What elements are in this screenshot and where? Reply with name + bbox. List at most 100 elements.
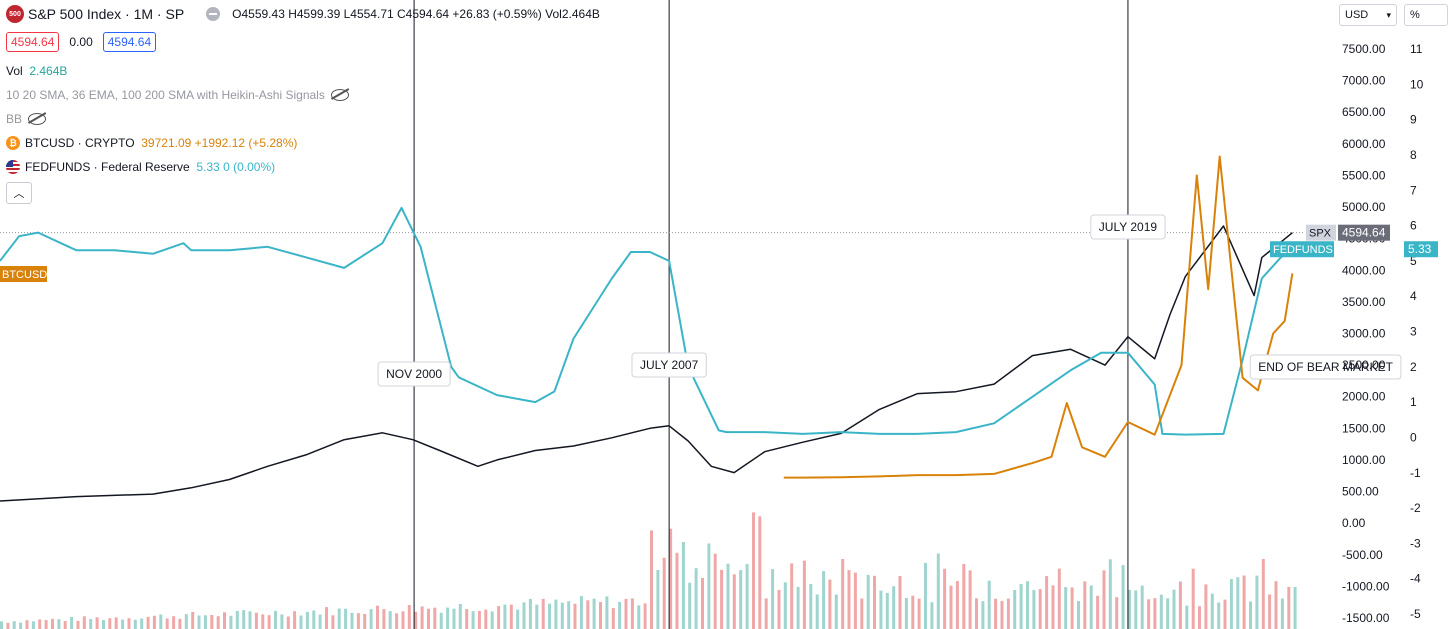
volume-bar [312, 610, 316, 629]
volume-bar [376, 605, 379, 629]
volume-bar [643, 603, 647, 629]
volume-bar [471, 611, 475, 629]
annotation-label: JULY 2019 [1090, 214, 1166, 240]
volume-bar [1268, 594, 1272, 629]
annotation-box [1249, 354, 1402, 380]
price-axis-tick: 1500.00 [1342, 421, 1386, 435]
annotation-text: NOV 2000 [386, 367, 442, 381]
volume-bar [516, 609, 520, 629]
buy-price-button[interactable]: 4594.64 [102, 32, 157, 52]
volume-bar [439, 612, 443, 629]
btcusd-tag-label: BTCUSD [2, 269, 47, 281]
volume-bar [490, 611, 494, 629]
sell-price-button[interactable]: 4594.64 [6, 32, 60, 52]
percent-axis-tick: 11 [1410, 42, 1423, 56]
collapse-legend-button[interactable]: ︿ [6, 182, 32, 204]
percent-axis-tick: -5 [1410, 607, 1421, 621]
volume-bar [51, 618, 54, 629]
price-axis-tick: 500.00 [1342, 485, 1379, 499]
volume-bar [892, 586, 896, 629]
annotation-text: JULY 2007 [640, 358, 699, 372]
volume-bar [771, 569, 775, 629]
spx-price-tag: 4594.64 [1342, 226, 1386, 240]
eye-off-icon[interactable] [28, 113, 47, 125]
currency-value: USD [1345, 9, 1369, 21]
volume-bar [1038, 589, 1042, 629]
percent-axis-tick: -4 [1410, 572, 1421, 586]
volume-bar [802, 560, 806, 629]
volume-bar [216, 616, 220, 629]
symbol-title[interactable]: S&P 500 Index · 1M · SP [28, 6, 185, 22]
annotation-label: JULY 2007 [631, 352, 707, 378]
volume-bar [254, 612, 258, 629]
volume-bar [102, 620, 105, 629]
volume-bar [777, 590, 781, 629]
volume-bar [701, 577, 704, 629]
volume-bar [344, 608, 348, 629]
volume-bar [726, 563, 730, 629]
fed-label: FEDFUNDS · Federal Reserve [25, 160, 190, 174]
volume-bar [1026, 581, 1029, 629]
volume-bar [356, 613, 360, 629]
price-axis-tick: 2500.00 [1342, 358, 1386, 372]
volume-bar [669, 528, 673, 629]
volume-bar [31, 621, 35, 629]
minus-circle-icon[interactable] [206, 7, 221, 21]
percent-axis-tick: 5 [1410, 254, 1417, 268]
vol-indicator-row[interactable]: Vol 2.464B [6, 64, 67, 78]
volume-bar [38, 619, 42, 629]
eye-off-icon[interactable] [330, 89, 349, 101]
volume-bar [815, 594, 819, 629]
volume-bar [694, 568, 698, 629]
volume-bar [223, 612, 226, 629]
volume-bar [350, 612, 354, 629]
volume-bar [121, 619, 125, 629]
volume-bar [203, 615, 207, 629]
sp500-logo[interactable]: 500 [6, 5, 24, 23]
volume-bar [95, 617, 99, 629]
scale-unit-select[interactable]: % [1404, 4, 1448, 26]
price-axis-tick: -500.00 [1342, 548, 1383, 562]
volume-bar [0, 621, 3, 629]
volume-bar [261, 614, 265, 629]
volume-bar [1274, 581, 1278, 629]
btc-overlay-row[interactable]: ₿ BTCUSD · CRYPTO 39721.09 +1992.12 (+5.… [6, 136, 297, 150]
change-value: +26.83 (+0.59%) [452, 7, 542, 21]
currency-select[interactable]: USD ▾ [1339, 4, 1397, 26]
volume-bar [465, 609, 469, 629]
volume-bar [1013, 590, 1017, 629]
volume-bar [165, 618, 169, 629]
ma-indicator-row[interactable]: 10 20 SMA, 36 EMA, 100 200 SMA with Heik… [6, 88, 349, 102]
volume-bar [1159, 594, 1163, 629]
bb-indicator-row[interactable]: BB [6, 112, 47, 126]
volume-bar [1280, 598, 1284, 629]
volume-bar [586, 600, 590, 629]
volume-bar [1191, 568, 1195, 629]
volume-bar [503, 604, 507, 629]
price-axis-tick: 0.00 [1342, 516, 1366, 530]
volume-bar [484, 609, 488, 629]
close-value: C4594.64 [397, 7, 450, 21]
volume-bar [624, 598, 628, 629]
ohlc-values: O4559.43 H4599.39 L4554.71 C4594.64 +26.… [232, 7, 600, 21]
volume-bar [1140, 585, 1144, 629]
percent-axis-tick: -1 [1410, 466, 1421, 480]
volume-bar [924, 562, 927, 629]
volume-bar [1242, 575, 1246, 629]
fed-overlay-row[interactable]: FEDFUNDS · Federal Reserve 5.33 0 (0.00%… [6, 160, 275, 174]
volume-bar [433, 607, 437, 629]
volume-bar [1236, 577, 1240, 629]
volume-bar [191, 611, 195, 629]
percent-axis-tick: 7 [1410, 183, 1417, 197]
vol-label: Vol [6, 64, 23, 78]
spx-price-tag-bg [1338, 224, 1390, 241]
volume-bar [477, 611, 481, 629]
volume-bar [573, 603, 577, 629]
volume-bar [57, 619, 61, 629]
percent-axis-tick: 0 [1410, 430, 1417, 444]
volume-bar [911, 595, 915, 629]
volume-bar [210, 615, 214, 629]
volume-bar [197, 615, 201, 629]
